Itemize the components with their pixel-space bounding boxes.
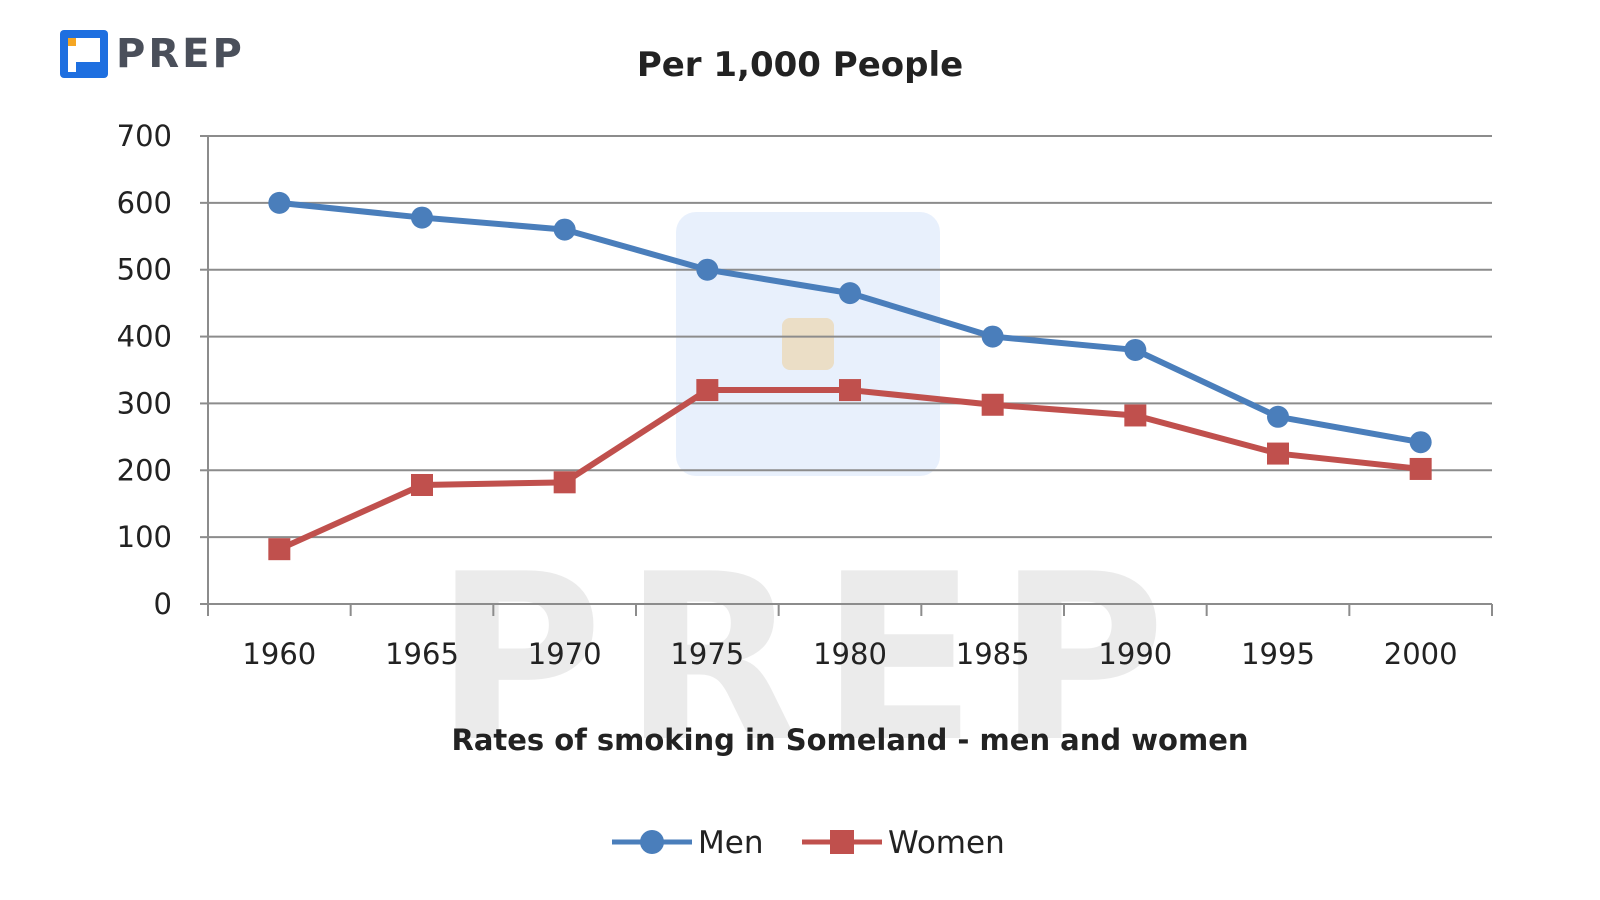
y-tick-label: 100 <box>117 520 172 554</box>
point-men <box>411 206 433 229</box>
legend-label-women: Women <box>888 825 1005 861</box>
point-men <box>696 258 719 281</box>
point-men <box>553 218 576 241</box>
y-tick-label: 700 <box>117 119 172 153</box>
chart-grid: 0 100 200 300 400 500 600 700 <box>117 119 1492 621</box>
x-tick-label: 1970 <box>528 637 602 671</box>
point-women <box>553 471 576 494</box>
point-men <box>839 282 861 305</box>
y-tick-label: 500 <box>117 253 172 287</box>
legend-marker-men <box>640 830 664 854</box>
watermark-text: PREP <box>434 526 1185 793</box>
y-tick-label: 200 <box>117 453 172 487</box>
point-men <box>981 325 1004 348</box>
point-men <box>268 191 291 214</box>
y-tick-label: 600 <box>117 186 172 220</box>
x-tick-label: 1960 <box>242 637 316 671</box>
x-tick-label: 1975 <box>670 637 744 671</box>
x-tick-label: 1965 <box>385 637 459 671</box>
prep-logo-icon <box>60 30 108 78</box>
prep-logo: PREP <box>60 30 245 78</box>
watermark-logo-accent <box>782 318 834 370</box>
point-men <box>1409 431 1432 454</box>
x-tick-label: 2000 <box>1384 637 1458 671</box>
chart-series <box>268 191 1432 561</box>
prep-logo-text: PREP <box>116 31 245 77</box>
y-tick-label: 400 <box>117 320 172 354</box>
chart-axes: 1960 1965 1970 1975 1980 1985 1990 1995 2000 <box>207 136 1493 671</box>
point-women <box>411 473 433 496</box>
x-axis-label: Rates of smoking in Someland - men and w… <box>451 723 1248 757</box>
x-tick-label: 1990 <box>1098 637 1172 671</box>
watermark: PREP <box>434 212 1185 793</box>
point-men <box>1267 405 1289 428</box>
chart-title: Per 1,000 People <box>637 45 963 85</box>
y-tick-label: 300 <box>117 386 172 420</box>
legend-label-men: Men <box>698 825 763 861</box>
legend-marker-women <box>830 830 854 854</box>
x-tick-label: 1995 <box>1241 637 1315 671</box>
point-women <box>696 379 719 402</box>
point-women <box>981 393 1004 416</box>
point-women <box>1124 404 1147 427</box>
x-tick-label: 1985 <box>956 637 1030 671</box>
point-men <box>1124 338 1147 361</box>
chart-legend: Men Women <box>612 825 1005 861</box>
point-women <box>268 538 291 561</box>
point-women <box>1267 442 1289 465</box>
x-tick-label: 1980 <box>813 637 887 671</box>
point-women <box>839 379 861 402</box>
y-tick-label: 0 <box>154 587 172 621</box>
point-women <box>1409 457 1432 480</box>
